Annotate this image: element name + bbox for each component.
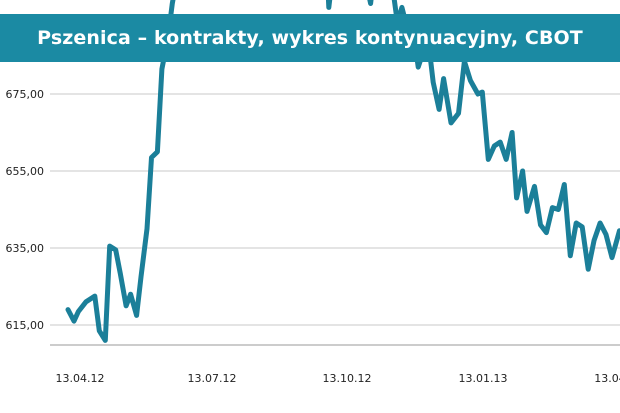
chart-title: Pszenica – kontrakty, wykres kontynuacyj…	[37, 27, 583, 49]
x-tick-label: 13.10.12	[323, 372, 372, 385]
x-tick-label: 13.04	[594, 372, 620, 385]
series-line	[65, 0, 620, 343]
y-tick-label: 635,00	[6, 242, 45, 255]
y-tick-label: 615,00	[6, 319, 45, 332]
x-tick-label: 13.04.12	[56, 372, 105, 385]
y-tick-label: 675,00	[6, 88, 45, 101]
x-tick-label: 13.07.12	[188, 372, 237, 385]
y-tick-label: 655,00	[6, 165, 45, 178]
title-bar: Pszenica – kontrakty, wykres kontynuacyj…	[0, 14, 620, 62]
x-tick-label: 13.01.13	[459, 372, 508, 385]
